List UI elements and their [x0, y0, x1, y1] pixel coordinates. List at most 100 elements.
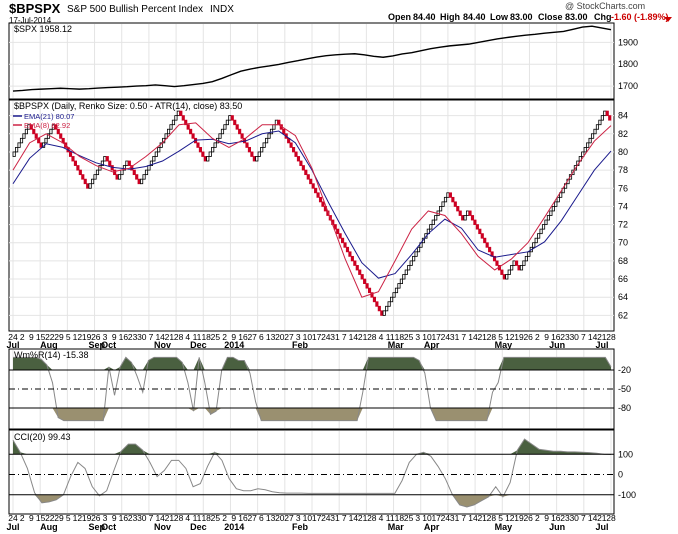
- renko-down-brick: [304, 169, 308, 176]
- renko-up-brick: [434, 215, 438, 221]
- renko-y-tick: 62: [618, 310, 628, 320]
- x-tick-label: 31: [450, 513, 460, 523]
- x-tick-label: 7: [461, 332, 466, 342]
- renko-down-brick: [230, 115, 234, 121]
- renko-down-brick: [448, 192, 452, 198]
- x-axis-bottom: 24 2 9 15 22 29 5 12 19 26 3 9 16 23 30 7 14 21 28 4 11 18 25 2…: [6, 513, 616, 532]
- x-tick-label: 22: [45, 513, 55, 523]
- renko-down-brick: [203, 156, 207, 162]
- renko-down-brick: [605, 110, 609, 117]
- chart-header: $BPSPX S&P 500 Bullish Percent Index IND…: [9, 1, 672, 25]
- renko-down-brick: [196, 142, 200, 148]
- renko-up-brick: [443, 196, 448, 203]
- x-tick-label: 21: [477, 513, 487, 523]
- renko-up-brick: [593, 128, 597, 135]
- renko-down-brick: [294, 151, 298, 157]
- renko-up-brick: [466, 210, 470, 216]
- renko-up-brick: [171, 119, 176, 126]
- x-tick-label: 3: [103, 513, 108, 523]
- spx-legend: $SPX 1958.12: [14, 24, 72, 34]
- x-tick-label: 28: [174, 513, 184, 523]
- renko-up-brick: [539, 228, 543, 235]
- renko-down-brick: [135, 174, 139, 180]
- x-tick-label: 16: [119, 332, 129, 342]
- renko-down-brick: [365, 283, 369, 289]
- renko-down-brick: [299, 160, 303, 166]
- renko-down-brick: [492, 255, 497, 262]
- renko-up-brick: [122, 165, 127, 171]
- renko-down-brick: [181, 115, 185, 121]
- x-tick-label: 10: [303, 513, 313, 523]
- watermark: @ StockCharts.com: [565, 1, 645, 11]
- renko-up-brick: [22, 133, 26, 139]
- renko-down-brick: [375, 301, 379, 307]
- x-tick-label: 16: [551, 332, 561, 342]
- x-tick-label: 10: [303, 332, 313, 342]
- renko-y-axis: 62 64 66 68 70 72 74 76 78 80 82 84: [618, 111, 628, 321]
- renko-up-brick: [549, 210, 553, 216]
- renko-up-brick: [206, 156, 210, 162]
- renko-down-brick: [475, 224, 479, 230]
- renko-up-brick: [600, 115, 604, 121]
- renko-down-brick: [341, 237, 345, 244]
- renko-up-brick: [390, 296, 394, 303]
- x-tick-label: 4: [185, 513, 190, 523]
- chg-down-arrow-icon: [664, 17, 672, 22]
- x-tick-label: 5: [498, 332, 503, 342]
- x-tick-label: 14: [468, 513, 478, 523]
- renko-up-brick: [95, 169, 100, 176]
- x-tick-label: 14: [588, 332, 598, 342]
- x-tick-label: 30: [569, 332, 579, 342]
- x-tick-label: 26: [91, 332, 101, 342]
- x-month-label: Apr: [424, 340, 440, 350]
- renko-down-brick: [461, 215, 465, 221]
- renko-down-brick: [309, 178, 313, 185]
- renko-up-brick: [225, 119, 229, 126]
- close-label: Close: [538, 12, 563, 22]
- x-tick-label: 9: [29, 332, 34, 342]
- renko-up-brick: [559, 192, 563, 198]
- renko-down-brick: [480, 233, 484, 239]
- renko-down-brick: [247, 146, 252, 153]
- renko-down-brick: [451, 196, 455, 203]
- x-tick-label: 15: [36, 513, 46, 523]
- x-tick-label: 24: [8, 332, 18, 342]
- x-tick-label: 4: [379, 332, 384, 342]
- x-tick-label: 21: [477, 332, 487, 342]
- x-tick-label: 13: [266, 513, 276, 523]
- x-tick-label: 25: [404, 332, 414, 342]
- x-tick-label: 23: [560, 332, 570, 342]
- renko-down-brick: [238, 128, 242, 135]
- x-month-label: May: [495, 522, 513, 532]
- renko-y-tick: 84: [618, 111, 628, 121]
- renko-y-tick: 72: [618, 220, 628, 230]
- renko-up-brick: [257, 151, 261, 157]
- renko-y-tick: 76: [618, 183, 628, 193]
- renko-down-brick: [473, 219, 477, 225]
- x-tick-label: 28: [487, 513, 497, 523]
- x-tick-label: 12: [505, 332, 515, 342]
- renko-down-brick: [456, 206, 460, 212]
- x-month-label: Jul: [6, 522, 19, 532]
- x-tick-label: 29: [54, 513, 64, 523]
- renko-up-brick: [541, 224, 546, 230]
- x-tick-label: 27: [247, 332, 257, 342]
- x-tick-label: 10: [422, 332, 432, 342]
- renko-up-brick: [392, 292, 396, 298]
- oscillator-line: [12, 438, 612, 508]
- x-tick-label: 20: [275, 513, 285, 523]
- renko-up-brick: [142, 174, 146, 180]
- x-month-label: Oct: [101, 340, 116, 350]
- renko-up-brick: [583, 146, 587, 153]
- renko-down-brick: [189, 128, 193, 135]
- x-tick-label: 13: [266, 332, 276, 342]
- renko-down-brick: [291, 146, 296, 153]
- renko-down-brick: [468, 210, 472, 216]
- x-tick-label: 16: [238, 513, 248, 523]
- renko-up-brick: [15, 146, 19, 153]
- x-month-label: Mar: [388, 340, 405, 350]
- renko-down-brick: [485, 242, 489, 248]
- renko-up-brick: [603, 110, 607, 117]
- x-tick-label: 14: [155, 513, 165, 523]
- description-label: S&P 500 Bullish Percent Index: [67, 4, 203, 15]
